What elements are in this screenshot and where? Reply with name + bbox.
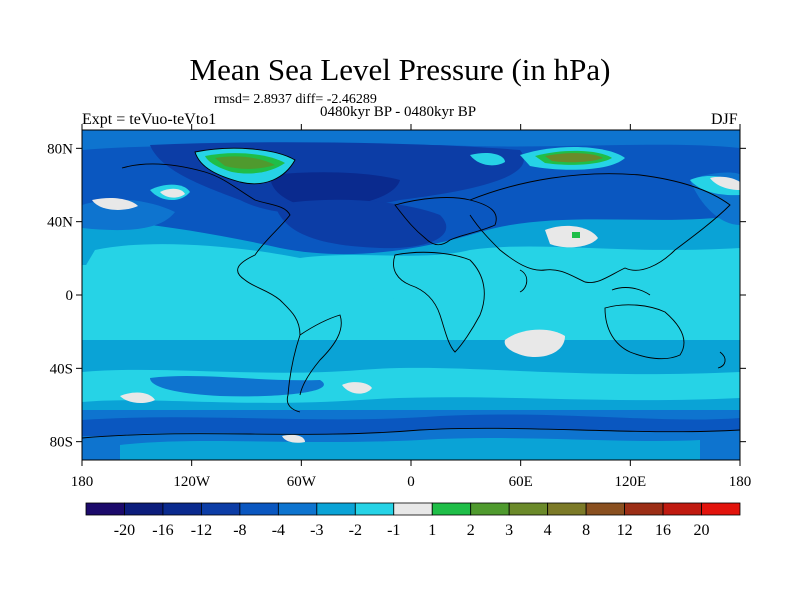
colorbar-label: -3 [310, 522, 323, 539]
stats-line: rmsd= 2.8937 diff= -2.46289 [214, 92, 377, 107]
colorbar-swatch [624, 502, 664, 516]
lon-tick-label: 120E [614, 474, 646, 490]
colorbar-label: -8 [233, 522, 246, 539]
colorbar-label: 8 [582, 522, 590, 539]
colorbar-swatch [124, 502, 164, 516]
lon-tick-label: 0 [407, 474, 415, 490]
colorbar-label: 2 [467, 522, 475, 539]
colorbar-swatch [393, 502, 433, 516]
period-line: 0480kyr BP - 0480kyr BP [320, 104, 477, 120]
lat-tick-label: 80S [50, 435, 73, 451]
lon-tick-label: 60W [287, 474, 317, 490]
colorbar-label: -20 [114, 522, 135, 539]
lon-tick-label: 120W [173, 474, 211, 490]
coastlines [82, 147, 740, 439]
map-axes: 80N 40N 0 40S 80S 180 120W 60W 0 60E 120E 180 [47, 124, 751, 490]
colorbar-swatch [354, 502, 395, 516]
colorbar-label: 12 [617, 522, 633, 539]
colorbar-swatch [431, 502, 472, 516]
colorbar-label: -16 [152, 522, 173, 539]
lon-tick-label: 180 [729, 474, 752, 490]
colorbar-swatch [662, 502, 702, 516]
lat-tick-label: 0 [66, 288, 74, 304]
colorbar-label: 1 [428, 522, 436, 539]
experiment-label: Expt = teVuo-teVto1 [82, 111, 217, 128]
colorbar: -20 -16 -12 -8 -4 -3 -2 -1 1 2 3 4 8 12 16 20 [85, 502, 741, 539]
colorbar-swatch [277, 502, 318, 516]
lon-tick-label: 60E [509, 474, 533, 490]
colorbar-swatch [701, 502, 741, 516]
lat-tick-label: 40S [50, 361, 73, 377]
colorbar-label: -4 [272, 522, 285, 539]
colorbar-label: 20 [694, 522, 710, 539]
colorbar-swatch [547, 502, 587, 516]
colorbar-label: -1 [387, 522, 400, 539]
colorbar-swatch [585, 502, 625, 516]
colorbar-label: 4 [544, 522, 552, 539]
colorbar-swatch [316, 502, 356, 516]
colorbar-swatch [201, 502, 241, 516]
colorbar-swatch [470, 502, 510, 516]
pressure-field [82, 130, 740, 460]
lon-tick-label: 180 [71, 474, 94, 490]
colorbar-swatch [162, 502, 202, 516]
lat-tick-label: 40N [47, 215, 73, 231]
colorbar-label: 3 [505, 522, 513, 539]
colorbar-label: -2 [349, 522, 362, 539]
map-title: Mean Sea Level Pressure (in hPa) [189, 52, 611, 87]
colorbar-swatch [85, 502, 125, 516]
colorbar-label: 16 [655, 522, 671, 539]
colorbar-label: -12 [191, 522, 212, 539]
colorbar-swatch [239, 502, 279, 516]
season-label: DJF [711, 111, 738, 128]
colorbar-swatch [508, 502, 549, 516]
lat-tick-label: 80N [47, 141, 73, 157]
